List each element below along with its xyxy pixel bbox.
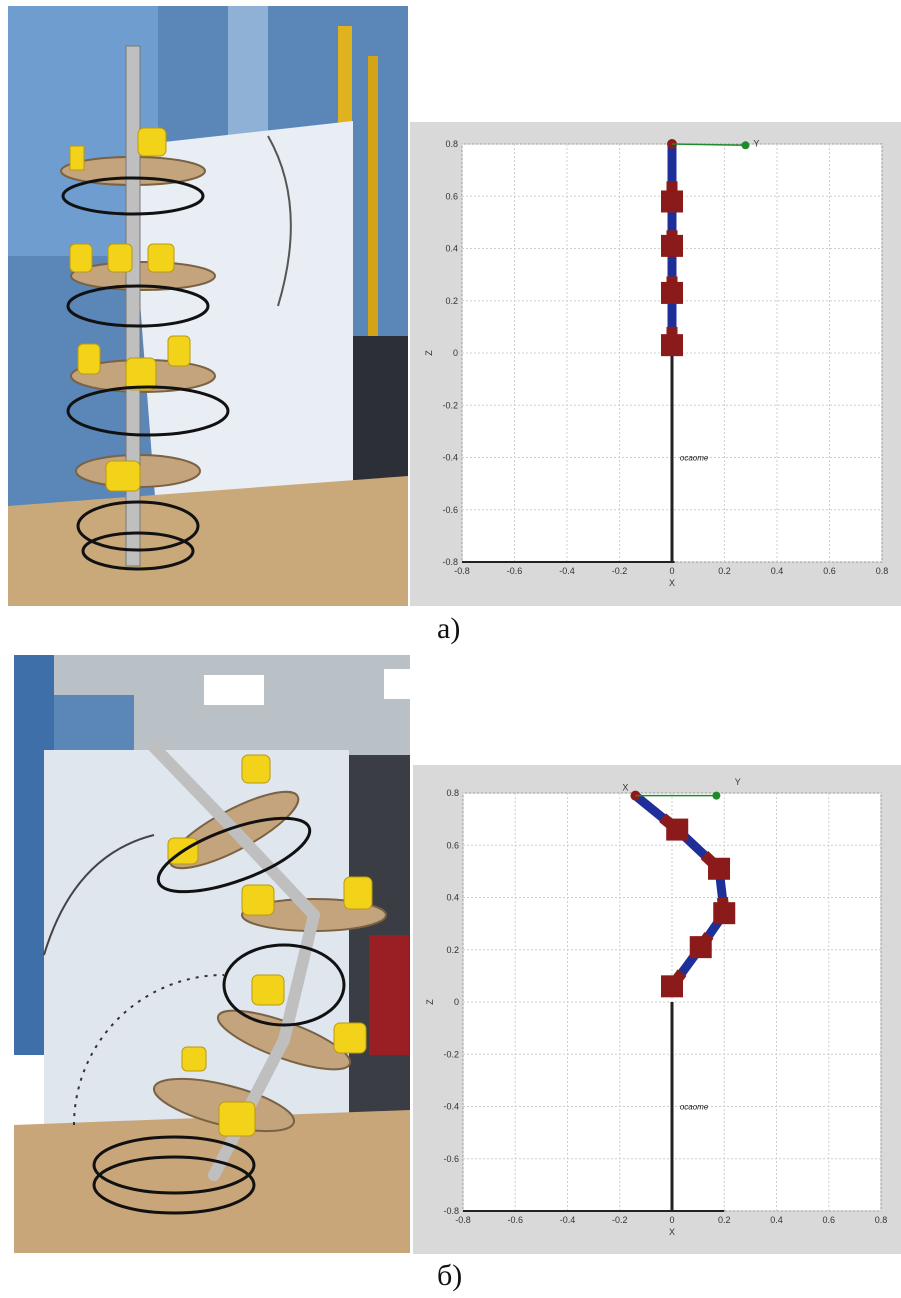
frame-x-label: X — [622, 782, 628, 792]
frame-axis-head — [712, 791, 721, 800]
y-tick-label: 0.6 — [446, 840, 459, 850]
y-tick-label: 0.6 — [445, 191, 458, 201]
y-tick-label: -0.6 — [442, 505, 458, 515]
x-tick-label: -0.8 — [455, 1215, 471, 1225]
x-tick-label: 0.2 — [718, 566, 731, 576]
y-tick-label: 0.2 — [446, 945, 459, 955]
frame-y-label: Y — [753, 139, 759, 149]
panel-caption-b: б) — [437, 1259, 463, 1292]
kinematics-plot-straight: -0.8 -0.6 -0.4 -0.2 0 0.2 0.4 0.6 0.8 0.8 0.6 0.4 0.… — [410, 122, 901, 606]
frame-axis — [671, 143, 746, 147]
robot-joint — [661, 190, 683, 213]
kinematics-plot-bent: -0.8 -0.6 -0.4 -0.2 0 0.2 0.4 0.6 0.8 0.8 0.6 0.4 0.… — [413, 765, 901, 1254]
y-tick-label: -0.8 — [443, 1206, 459, 1216]
robot-end-effector — [630, 790, 641, 801]
y-tick-label: -0.8 — [442, 557, 458, 567]
robot-photo-bent — [14, 655, 410, 1253]
y-tick-label: 0 — [454, 997, 459, 1007]
x-tick-label: -0.2 — [612, 1215, 628, 1225]
x-axis-label: X — [669, 1227, 675, 1237]
robot-joint — [661, 234, 683, 257]
x-tick-label: -0.4 — [559, 566, 575, 576]
frame-axis-head — [741, 141, 750, 150]
y-axis-label: Z — [425, 999, 435, 1005]
robot-joint — [689, 936, 712, 959]
x-tick-label: 0.8 — [876, 566, 889, 576]
x-tick-label: 0.6 — [822, 1215, 835, 1225]
x-tick-label: 0.8 — [875, 1215, 888, 1225]
y-tick-label: -0.2 — [443, 1049, 459, 1059]
x-tick-label: 0.4 — [770, 1215, 783, 1225]
panel-caption-a: а) — [437, 612, 461, 645]
robot-joint — [661, 975, 683, 998]
y-tick-label: 0 — [453, 348, 458, 358]
x-tick-label: -0.6 — [507, 1215, 523, 1225]
x-tick-label: -0.8 — [454, 566, 470, 576]
pole-annotation: ocaome — [680, 454, 709, 463]
robot-joint — [713, 902, 736, 925]
x-tick-label: -0.6 — [507, 566, 523, 576]
x-tick-label: 0 — [669, 1215, 674, 1225]
x-axis-label: X — [669, 578, 675, 588]
x-tick-label: 0.6 — [823, 566, 836, 576]
pole-annotation: ocaome — [680, 1103, 709, 1112]
y-tick-label: 0.4 — [445, 244, 458, 254]
y-tick-label: -0.4 — [442, 453, 458, 463]
x-tick-label: 0.4 — [771, 566, 784, 576]
y-tick-label: 0.4 — [446, 893, 459, 903]
y-tick-label: -0.6 — [443, 1154, 459, 1164]
y-tick-label: -0.4 — [443, 1102, 459, 1112]
y-tick-label: -0.2 — [442, 400, 458, 410]
robot-joint — [661, 334, 683, 357]
frame-y-label: Y — [735, 777, 741, 787]
robot-joint — [708, 857, 731, 880]
x-tick-label: 0 — [669, 566, 674, 576]
robot-joint — [666, 818, 689, 841]
x-tick-label: -0.4 — [560, 1215, 576, 1225]
x-tick-label: -0.2 — [612, 566, 628, 576]
y-axis-label: Z — [424, 350, 434, 356]
x-tick-label: 0.2 — [718, 1215, 731, 1225]
y-tick-label: 0.8 — [446, 788, 459, 798]
y-tick-label: 0.8 — [445, 139, 458, 149]
y-tick-label: 0.2 — [445, 296, 458, 306]
robot-photo-straight — [8, 6, 408, 606]
robot-joint — [661, 281, 683, 304]
